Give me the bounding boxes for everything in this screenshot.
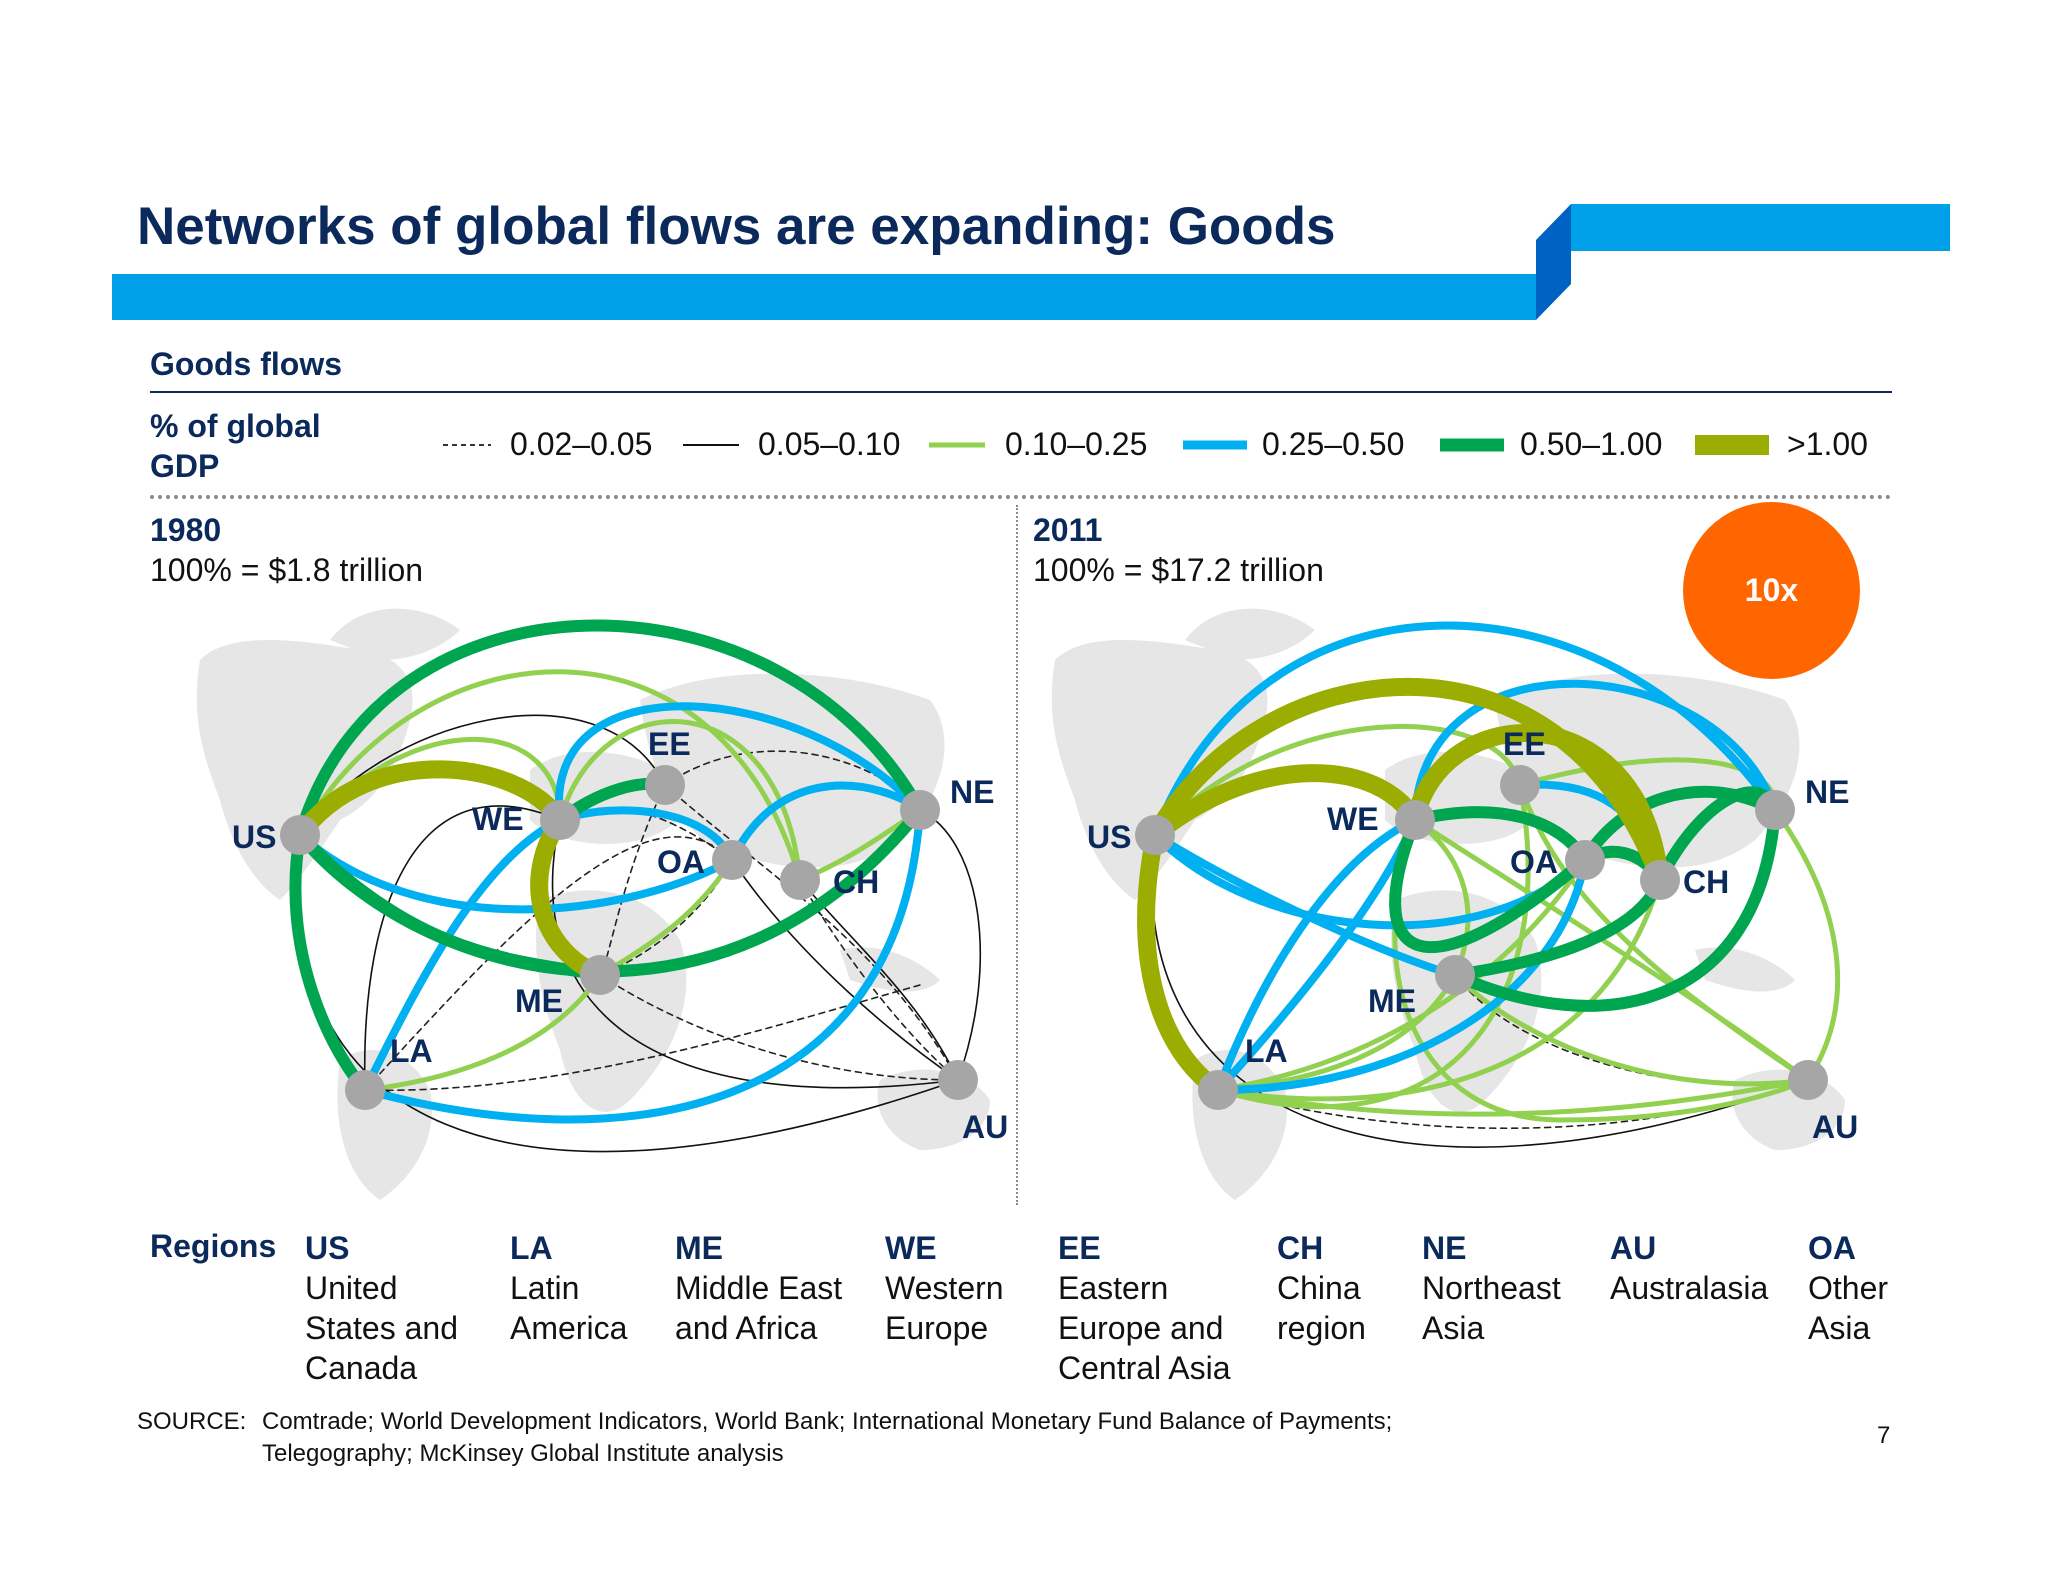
legend-range-5: 0.50–1.00 — [1520, 426, 1663, 462]
period-divider — [1016, 505, 1018, 1205]
legend-swatch-thicker — [1440, 438, 1504, 452]
svg-text:CH: CH — [833, 864, 879, 900]
region-ch: CH China region — [1277, 1228, 1397, 1348]
dotted-divider — [150, 495, 1892, 499]
legend-swatch-thin — [683, 444, 739, 446]
svg-text:AU: AU — [1812, 1109, 1858, 1145]
regions-title: Regions — [150, 1228, 277, 1264]
legend-swatch-thickest — [1695, 435, 1769, 455]
region-code: ME — [675, 1230, 723, 1266]
node-la-1980 — [345, 1070, 385, 1110]
region-code: EE — [1058, 1230, 1101, 1266]
legend-range-6: >1.00 — [1787, 426, 1868, 462]
page-number: 7 — [1877, 1422, 1891, 1449]
region-me: ME Middle East and Africa — [675, 1228, 875, 1348]
svg-text:WE: WE — [1327, 801, 1379, 837]
node-ne-1980 — [900, 790, 940, 830]
legend-range-3: 0.10–0.25 — [1005, 426, 1148, 462]
node-me-2011 — [1435, 955, 1475, 995]
node-us-1980 — [280, 815, 320, 855]
region-la: LA Latin America — [510, 1228, 660, 1348]
region-code: AU — [1610, 1230, 1657, 1266]
svg-text:OA: OA — [1510, 844, 1558, 880]
svg-text:ME: ME — [1368, 983, 1416, 1019]
svg-text:LA: LA — [1245, 1033, 1288, 1069]
node-ee-1980 — [645, 765, 685, 805]
svg-text:US: US — [232, 819, 276, 855]
region-code: CH — [1277, 1230, 1324, 1266]
svg-text:ME: ME — [515, 983, 563, 1019]
period-year-2011: 2011 — [1033, 512, 1103, 548]
source-label: SOURCE: — [137, 1408, 247, 1435]
node-au-2011 — [1788, 1060, 1828, 1100]
node-we-2011 — [1395, 800, 1435, 840]
nodes-1980 — [280, 765, 978, 1110]
svg-text:NE: NE — [950, 774, 994, 810]
legend-range-2: 0.05–0.10 — [758, 426, 901, 462]
region-ee: EE Eastern Europe and Central Asia — [1058, 1228, 1258, 1388]
region-name: Western Europe — [885, 1270, 1004, 1346]
svg-text:EE: EE — [648, 726, 691, 762]
svg-text:OA: OA — [657, 844, 705, 880]
region-code: LA — [510, 1230, 553, 1266]
region-name: Australasia — [1610, 1270, 1769, 1306]
node-ne-2011 — [1755, 790, 1795, 830]
source-text: Comtrade; World Development Indicators, … — [262, 1408, 1393, 1467]
legend-range-1: 0.02–0.05 — [510, 426, 653, 462]
divider — [150, 391, 1892, 393]
region-au: AU Australasia — [1610, 1228, 1790, 1308]
region-name: Latin America — [510, 1270, 628, 1346]
period-year-1980: 1980 — [150, 512, 222, 548]
legend-swatch-medium — [929, 442, 985, 448]
source-note: SOURCE: Comtrade; World Development Indi… — [137, 1406, 1537, 1470]
region-name: Northeast Asia — [1422, 1270, 1561, 1346]
svg-text:CH: CH — [1683, 864, 1729, 900]
period-total-1980: 100% = $1.8 trillion — [150, 552, 424, 588]
region-oa: OA Other Asia — [1808, 1228, 1918, 1348]
region-us: US United States and Canada — [305, 1228, 475, 1388]
node-labels-1980: US LA ME WE EE OA CH NE AU — [232, 726, 1008, 1145]
legend-range-4: 0.25–0.50 — [1262, 426, 1405, 462]
node-ee-2011 — [1500, 765, 1540, 805]
node-we-1980 — [540, 800, 580, 840]
region-we: WE Western Europe — [885, 1228, 1035, 1348]
region-code: NE — [1422, 1230, 1467, 1266]
node-oa-1980 — [712, 840, 752, 880]
svg-text:LA: LA — [390, 1033, 433, 1069]
growth-badge: 10x — [1683, 502, 1860, 679]
region-name: United States and Canada — [305, 1270, 458, 1386]
region-code: OA — [1808, 1230, 1856, 1266]
region-ne: NE Northeast Asia — [1422, 1228, 1582, 1348]
legend-swatch-dashed — [443, 444, 491, 446]
node-me-1980 — [580, 955, 620, 995]
nodes-2011 — [1135, 765, 1828, 1110]
region-name: Eastern Europe and Central Asia — [1058, 1270, 1231, 1386]
page-title: Networks of global flows are expanding: … — [137, 197, 1336, 256]
region-name: China region — [1277, 1270, 1366, 1346]
svg-text:NE: NE — [1805, 774, 1849, 810]
node-labels-2011: US LA ME WE EE OA CH NE AU — [1087, 726, 1858, 1145]
node-ch-2011 — [1640, 860, 1680, 900]
svg-text:EE: EE — [1503, 726, 1546, 762]
region-code: US — [305, 1230, 350, 1266]
svg-text:WE: WE — [472, 801, 524, 837]
legend-swatch-thick — [1183, 440, 1247, 450]
node-la-2011 — [1198, 1070, 1238, 1110]
region-name: Other Asia — [1808, 1270, 1889, 1346]
svg-text:US: US — [1087, 819, 1131, 855]
node-oa-2011 — [1565, 840, 1605, 880]
node-au-1980 — [938, 1060, 978, 1100]
region-code: WE — [885, 1230, 937, 1266]
node-ch-1980 — [780, 860, 820, 900]
region-name: Middle East and Africa — [675, 1270, 843, 1346]
header-banner — [112, 204, 1950, 320]
node-us-2011 — [1135, 815, 1175, 855]
section-subtitle: Goods flows — [150, 346, 342, 382]
period-total-2011: 100% = $17.2 trillion — [1033, 552, 1324, 588]
legend-label: % of global GDP — [150, 408, 321, 484]
svg-text:AU: AU — [962, 1109, 1008, 1145]
